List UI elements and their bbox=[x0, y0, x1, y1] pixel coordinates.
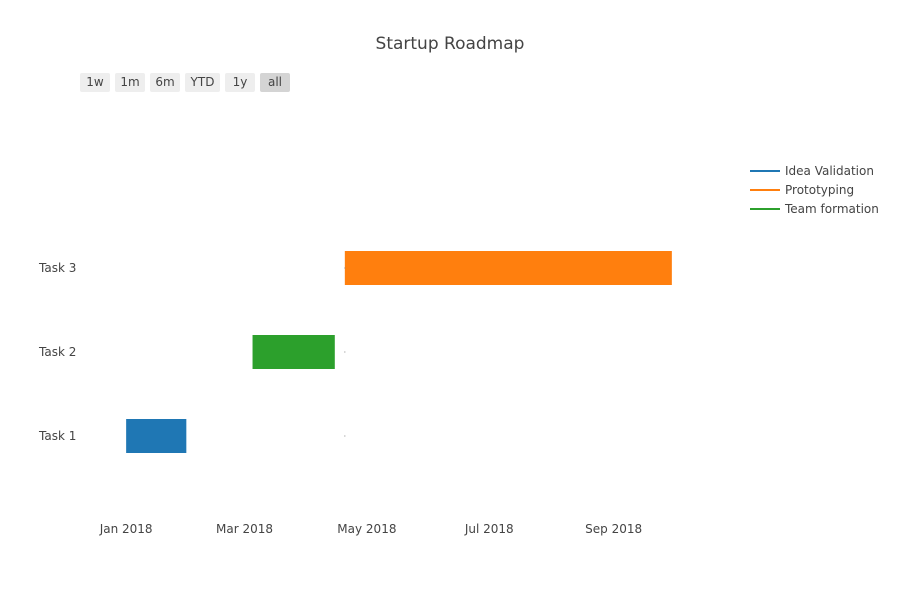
range-button-1w[interactable]: 1w bbox=[80, 73, 110, 92]
x-tick-label-jan-2018: Jan 2018 bbox=[99, 522, 153, 536]
legend-item-prototyping[interactable]: Prototyping bbox=[750, 182, 900, 198]
range-button-1y[interactable]: 1y bbox=[225, 73, 255, 92]
range-button-6m[interactable]: 6m bbox=[150, 73, 180, 92]
legend-item-idea-validation[interactable]: Idea Validation bbox=[750, 163, 900, 179]
range-button-all[interactable]: all bbox=[260, 73, 290, 92]
bar-prototyping[interactable] bbox=[344, 251, 672, 285]
y-tick-label-task-1: Task 1 bbox=[38, 429, 76, 443]
legend-swatch-idea-validation bbox=[750, 170, 780, 172]
x-tick-label-sep-2018: Sep 2018 bbox=[585, 522, 642, 536]
chart-title: Startup Roadmap bbox=[375, 34, 525, 54]
legend-item-team-formation[interactable]: Team formation bbox=[750, 201, 900, 217]
marker-point-task-3 bbox=[344, 267, 346, 269]
legend-swatch-prototyping bbox=[750, 189, 780, 191]
x-tick-label-jul-2018: Jul 2018 bbox=[464, 522, 514, 536]
legend-label-team-formation: Team formation bbox=[785, 202, 879, 216]
legend-label-idea-validation: Idea Validation bbox=[785, 164, 874, 178]
marker-point-task-2 bbox=[344, 351, 346, 353]
y-tick-label-task-3: Task 3 bbox=[38, 261, 76, 275]
x-tick-label-mar-2018: Mar 2018 bbox=[216, 522, 273, 536]
range-button-ytd[interactable]: YTD bbox=[185, 73, 220, 92]
marker-point-task-1 bbox=[344, 435, 346, 437]
y-tick-label-task-2: Task 2 bbox=[38, 345, 76, 359]
x-tick-label-may-2018: May 2018 bbox=[337, 522, 396, 536]
legend-label-prototyping: Prototyping bbox=[785, 183, 855, 197]
range-button-1m[interactable]: 1m bbox=[115, 73, 145, 92]
bar-team-formation[interactable] bbox=[252, 335, 335, 369]
bar-idea-validation[interactable] bbox=[126, 419, 187, 453]
legend-swatch-team-formation bbox=[750, 208, 780, 210]
